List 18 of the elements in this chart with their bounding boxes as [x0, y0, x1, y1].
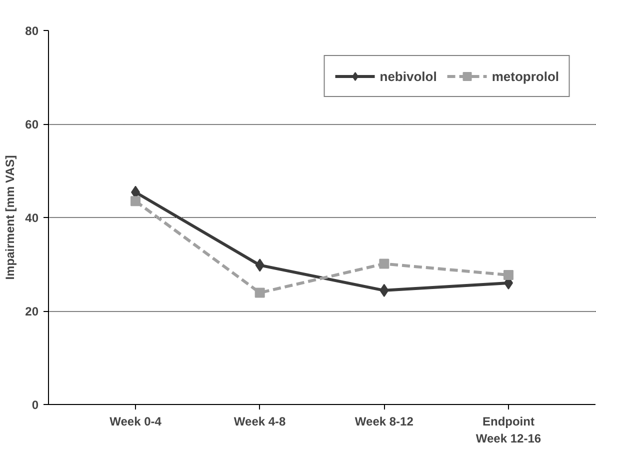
legend-label: metoprolol: [492, 68, 559, 84]
y-tick-label: 40: [25, 211, 39, 225]
point: [254, 288, 265, 298]
x-tick-label: Week 8-12: [354, 414, 414, 428]
legend-label: nebivolol: [380, 68, 437, 84]
y-tick-label: 60: [25, 118, 39, 132]
point: [380, 284, 389, 297]
point: [379, 258, 390, 269]
x-tick-label: Week 0-4: [110, 414, 162, 428]
x-tick-label: Endpoint Week 12-16: [476, 414, 542, 446]
y-axis-title: Impairment [mm VAS]: [3, 155, 18, 280]
x-tick-label: Week 4-8: [234, 414, 286, 428]
y-tick-label: 80: [25, 24, 39, 38]
point: [255, 258, 264, 272]
y-tick-label: 20: [25, 304, 39, 318]
point: [130, 196, 141, 206]
point: [503, 270, 514, 280]
y-tick-label: 0: [32, 398, 39, 412]
